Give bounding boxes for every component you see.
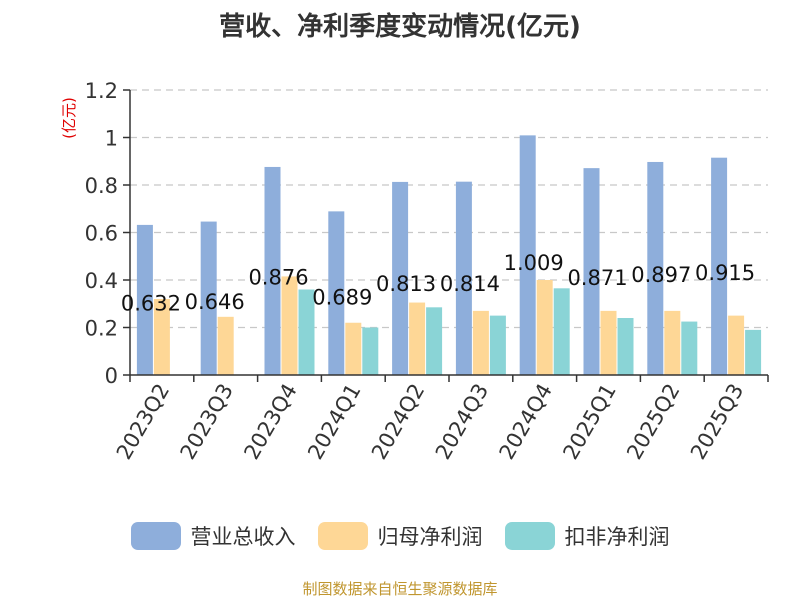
data-label: 0.915: [695, 261, 755, 285]
data-label: 0.646: [185, 290, 245, 314]
bar-2: [426, 307, 443, 375]
bar-0: [264, 166, 281, 375]
bar-0: [583, 168, 600, 375]
data-label: 0.897: [631, 263, 691, 287]
legend-item[interactable]: 扣非净利润: [504, 516, 670, 556]
bar-1: [409, 302, 426, 375]
bar-0: [519, 135, 536, 375]
x-tick-label: 2023Q3: [176, 380, 238, 464]
x-tick-label: 2024Q4: [495, 380, 557, 464]
bar-2: [489, 315, 506, 375]
x-tick-label: 2024Q3: [431, 380, 493, 464]
data-label: 0.689: [312, 285, 372, 309]
y-tick-label: 0.8: [85, 174, 118, 198]
legend: 营业总收入 归母净利润 扣非净利润: [0, 516, 800, 556]
bar-0: [328, 211, 345, 375]
bar-1: [472, 310, 489, 375]
data-label: 0.813: [376, 272, 436, 296]
bar-0: [136, 224, 153, 375]
y-tick-label: 0.2: [85, 317, 118, 341]
bar-chart: 00.20.40.60.811.2(亿元)2023Q2 2023Q3 2023Q4 2…: [60, 79, 769, 464]
x-tick-label: 2025Q3: [686, 380, 748, 464]
legend-label: 归母净利润: [377, 525, 483, 549]
x-tick-label: 2024Q1: [303, 380, 365, 464]
chart-title: 营收、净利季度变动情况(亿元): [219, 12, 581, 42]
bar-1: [345, 322, 362, 375]
legend-item[interactable]: 归母净利润: [317, 516, 483, 556]
x-tick-label: 2025Q2: [622, 380, 684, 464]
bar-2: [298, 289, 315, 375]
data-label: 0.871: [567, 266, 627, 290]
y-tick-label: 0: [105, 364, 118, 388]
bar-2: [553, 288, 570, 375]
bar-1: [153, 299, 170, 375]
bar-0: [200, 221, 217, 375]
bar-2: [617, 318, 634, 375]
bar-1: [600, 310, 617, 375]
legend-swatch: [504, 522, 555, 550]
bar-1: [281, 276, 298, 375]
bar-1: [217, 316, 234, 375]
bar-2: [745, 329, 762, 375]
bar-2: [681, 321, 698, 375]
legend-label: 扣非净利润: [564, 525, 670, 549]
y-tick-label: 1: [105, 127, 118, 151]
bar-0: [711, 157, 728, 375]
bar-2: [362, 327, 379, 375]
y-tick-label: 0.6: [85, 222, 118, 246]
bar-1: [536, 280, 553, 375]
y-axis-label: (亿元): [60, 97, 78, 139]
data-source-footer: 制图数据来自恒生聚源数据库: [302, 580, 498, 598]
x-tick-label: 2023Q2: [112, 380, 174, 464]
bar-0: [455, 181, 472, 375]
x-tick-label: 2025Q1: [558, 380, 620, 464]
data-label: 0.814: [440, 272, 500, 296]
legend-swatch: [130, 522, 181, 550]
legend-label: 营业总收入: [190, 525, 296, 549]
data-label: 1.009: [504, 251, 564, 275]
data-label: 0.876: [248, 265, 308, 289]
x-tick-label: 2023Q4: [239, 380, 301, 464]
bar-1: [728, 315, 745, 375]
x-tick-label: 2024Q2: [367, 380, 429, 464]
bar-0: [647, 161, 664, 375]
y-tick-label: 1.2: [85, 79, 118, 103]
bar-1: [664, 310, 681, 375]
legend-swatch: [317, 522, 368, 550]
data-label: 0.632: [121, 291, 181, 315]
bar-0: [392, 181, 409, 375]
y-tick-label: 0.4: [85, 269, 118, 293]
legend-item[interactable]: 营业总收入: [130, 516, 296, 556]
